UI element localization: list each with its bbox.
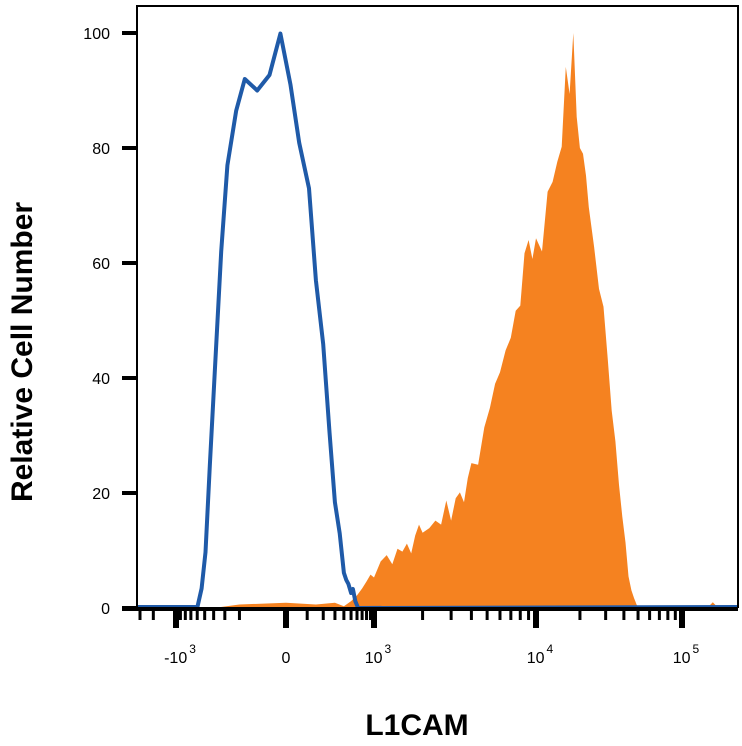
series-fill-histogram	[213, 33, 719, 608]
axes	[122, 5, 739, 628]
y-tick-label: 80	[92, 141, 110, 158]
x-tick-label: -103	[164, 642, 196, 667]
y-tick-label: 20	[92, 486, 110, 503]
x-tick-label: 103	[365, 642, 392, 667]
x-tick-label: 0	[282, 650, 291, 667]
y-axis-title: Relative Cell Number	[6, 202, 39, 502]
x-tick-label: 104	[527, 642, 554, 667]
y-tick-label: 0	[101, 601, 110, 618]
plot-area	[137, 31, 739, 610]
y-tick-label: 60	[92, 256, 110, 273]
tick-labels: 0 20 40 60 80 100 -103 0 103 104 105	[83, 26, 699, 667]
plot-frame	[136, 5, 739, 608]
series-line-histogram	[137, 31, 739, 610]
x-tick-label: 105	[673, 642, 700, 667]
y-tick-label: 40	[92, 371, 110, 388]
x-axis-title: L1CAM	[365, 709, 468, 742]
y-tick-label: 100	[83, 26, 110, 43]
